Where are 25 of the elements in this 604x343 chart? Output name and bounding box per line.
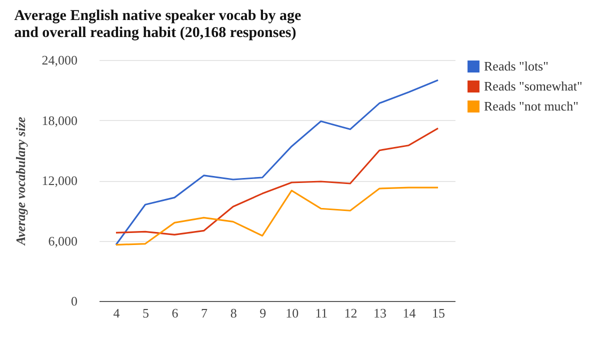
line-series (115, 79, 439, 246)
x-tick-label: 12 (344, 306, 358, 320)
x-tick-label: 7 (201, 306, 208, 320)
line-series (115, 186, 439, 246)
x-tick-label: 15 (432, 306, 446, 320)
y-axis-title: Average vocabulary size (12, 116, 28, 246)
y-tick-label: 24,000 (42, 52, 78, 68)
x-tick-label: 6 (172, 306, 179, 320)
chart-title: Average English native speaker vocab by age and overall reading habit (20,168 responses) (14, 8, 302, 41)
legend-label: Reads "somewhat" (484, 78, 582, 94)
y-tick-label: 0 (71, 294, 78, 308)
y-tick-label: 18,000 (42, 112, 78, 128)
x-tick-label: 9 (260, 306, 266, 320)
legend-label: Reads "not much" (484, 98, 578, 114)
x-tick-label: 11 (315, 306, 328, 320)
x-tick-label: 10 (286, 306, 299, 320)
x-tick-label: 4 (113, 306, 120, 320)
legend-label: Reads "lots" (484, 58, 548, 74)
y-tick-label: 6,000 (48, 233, 78, 248)
y-tick-label: 12,000 (42, 173, 78, 188)
x-tick-label: 5 (142, 306, 150, 320)
x-tick-label: 8 (230, 306, 237, 320)
x-tick-label: 14 (402, 306, 416, 320)
x-tick-label: 13 (373, 306, 386, 320)
line-series (115, 127, 439, 236)
